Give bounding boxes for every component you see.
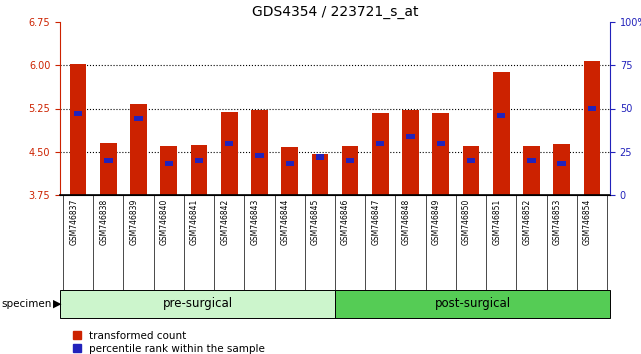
Bar	[135, 116, 143, 121]
Text: GSM746851: GSM746851	[492, 199, 501, 245]
Bar	[100, 143, 117, 195]
Bar	[493, 72, 510, 195]
Text: GSM746846: GSM746846	[341, 199, 350, 245]
Text: GSM746838: GSM746838	[99, 199, 108, 245]
Text: ▶: ▶	[53, 299, 61, 309]
Text: GSM746850: GSM746850	[462, 199, 471, 245]
Bar	[372, 113, 388, 195]
Text: post-surgical: post-surgical	[435, 297, 511, 310]
Bar	[160, 146, 177, 195]
Bar	[497, 113, 505, 118]
Bar	[437, 141, 445, 146]
Text: GSM746840: GSM746840	[160, 199, 169, 245]
Legend: transformed count, percentile rank within the sample: transformed count, percentile rank withi…	[69, 327, 269, 354]
Text: specimen: specimen	[1, 299, 52, 309]
Bar	[221, 112, 238, 195]
Text: GSM746847: GSM746847	[371, 199, 380, 245]
Bar	[74, 111, 82, 116]
Bar	[104, 158, 113, 163]
Bar	[335, 290, 610, 318]
Bar	[312, 154, 328, 195]
Bar	[583, 61, 600, 195]
Text: pre-surgical: pre-surgical	[162, 297, 233, 310]
Text: GSM746845: GSM746845	[311, 199, 320, 245]
Text: GSM746839: GSM746839	[129, 199, 138, 245]
Text: GSM746844: GSM746844	[281, 199, 290, 245]
Bar	[588, 106, 596, 111]
Text: GSM746837: GSM746837	[69, 199, 78, 245]
Bar	[433, 113, 449, 195]
Bar	[60, 290, 335, 318]
Text: GDS4354 / 223721_s_at: GDS4354 / 223721_s_at	[252, 5, 418, 19]
Bar	[281, 147, 298, 195]
Bar	[523, 146, 540, 195]
Text: GSM746852: GSM746852	[522, 199, 531, 245]
Bar	[346, 158, 354, 163]
Bar	[70, 64, 87, 195]
Bar	[403, 110, 419, 195]
Text: GSM746842: GSM746842	[221, 199, 229, 245]
Bar	[463, 146, 479, 195]
Text: GSM746848: GSM746848	[401, 199, 410, 245]
Text: GSM746849: GSM746849	[432, 199, 441, 245]
Bar	[225, 141, 233, 146]
Text: GSM746853: GSM746853	[553, 199, 562, 245]
Bar	[528, 158, 536, 163]
Bar	[406, 133, 415, 139]
Bar	[467, 158, 475, 163]
Bar	[130, 104, 147, 195]
Bar	[553, 144, 570, 195]
Bar	[558, 161, 566, 166]
Bar	[251, 110, 268, 195]
Bar	[195, 158, 203, 163]
Text: GSM746854: GSM746854	[583, 199, 592, 245]
Bar	[285, 161, 294, 166]
Bar	[376, 141, 385, 146]
Text: GSM746843: GSM746843	[251, 199, 260, 245]
Text: GSM746841: GSM746841	[190, 199, 199, 245]
Bar	[342, 146, 358, 195]
Bar	[191, 145, 207, 195]
Bar	[165, 161, 173, 166]
Bar	[255, 153, 263, 158]
Bar	[316, 154, 324, 160]
